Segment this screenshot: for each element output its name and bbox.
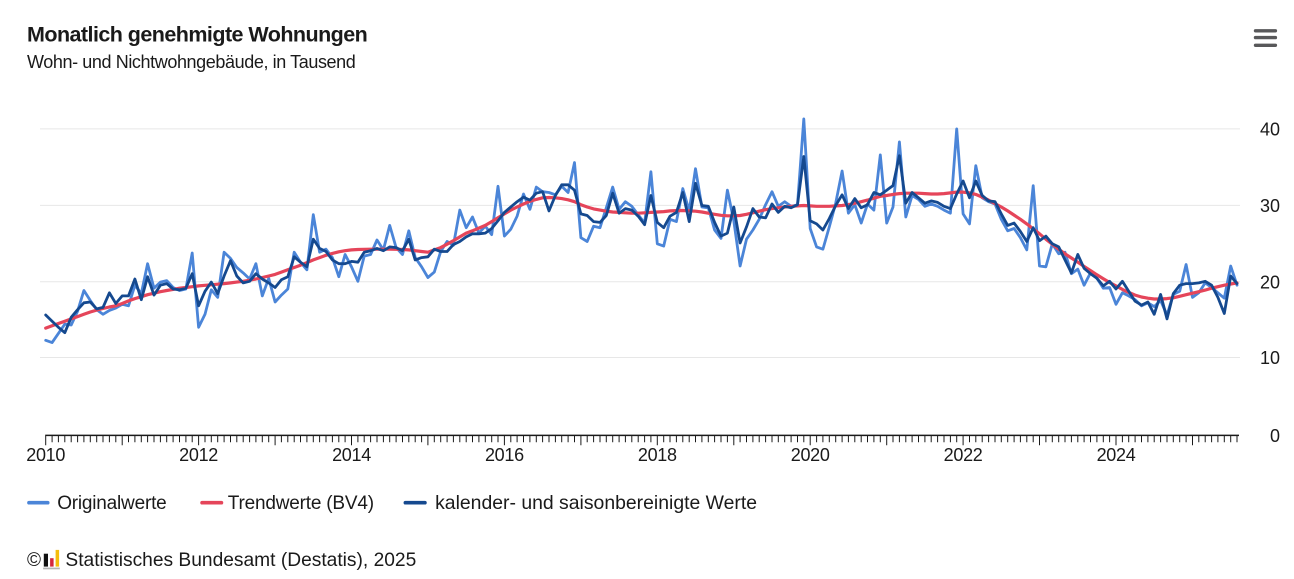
svg-text:10: 10	[1260, 348, 1280, 368]
svg-text:2024: 2024	[1097, 445, 1136, 465]
svg-text:2012: 2012	[179, 445, 218, 465]
svg-text:20: 20	[1260, 272, 1280, 292]
svg-text:Statistisches Bundesamt (Desta: Statistisches Bundesamt (Destatis), 2025	[65, 550, 416, 571]
svg-text:kalender- und saisonbereinigte: kalender- und saisonbereinigte Werte	[435, 492, 757, 514]
svg-text:0: 0	[1270, 426, 1280, 446]
svg-text:Wohn- und Nichtwohngebäude, in: Wohn- und Nichtwohngebäude, in Tausend	[27, 52, 355, 72]
svg-text:40: 40	[1260, 120, 1280, 140]
svg-text:2020: 2020	[791, 445, 830, 465]
svg-text:2016: 2016	[485, 445, 524, 465]
svg-text:©: ©	[27, 550, 41, 571]
svg-text:2010: 2010	[26, 445, 65, 465]
svg-text:2014: 2014	[332, 445, 371, 465]
svg-text:2022: 2022	[944, 445, 983, 465]
svg-text:Trendwerte (BV4): Trendwerte (BV4)	[228, 493, 374, 514]
svg-text:2018: 2018	[638, 445, 677, 465]
svg-text:30: 30	[1260, 196, 1280, 216]
svg-text:Originalwerte: Originalwerte	[57, 493, 166, 514]
svg-text:Monatlich genehmigte Wohnungen: Monatlich genehmigte Wohnungen	[27, 23, 367, 47]
